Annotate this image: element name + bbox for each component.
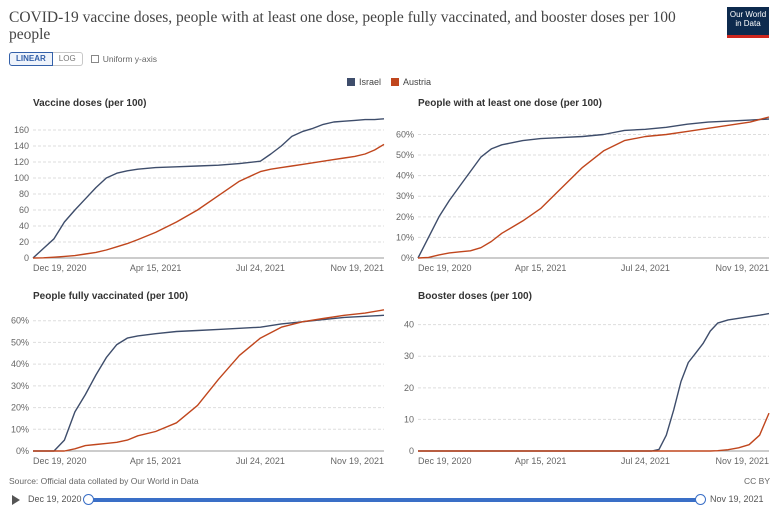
legend-swatch-israel bbox=[346, 78, 355, 86]
booster-line-austria bbox=[418, 412, 770, 452]
legend-item-israel[interactable]: Israel bbox=[346, 77, 381, 87]
doses-y-tick-label: 40 bbox=[19, 221, 29, 231]
fully-x-tick-label: Dec 19, 2020 bbox=[33, 456, 87, 466]
doses-x-tick-label: Apr 15, 2021 bbox=[130, 263, 182, 273]
booster-x-tick-label: Nov 19, 2021 bbox=[715, 456, 769, 466]
chart-title: COVID-19 vaccine doses, people with at l… bbox=[9, 9, 676, 43]
first-dose-line-austria bbox=[417, 116, 770, 259]
fully-y-tick-label: 20% bbox=[11, 403, 29, 413]
doses-x-tick-label: Jul 24, 2021 bbox=[236, 263, 285, 273]
fully-x-tick-label: Apr 15, 2021 bbox=[130, 456, 182, 466]
doses-y-tick-label: 80 bbox=[19, 189, 29, 199]
logo-line-2: in Data bbox=[735, 19, 761, 28]
log-button[interactable]: LOG bbox=[52, 52, 83, 66]
fully-line-austria bbox=[33, 309, 385, 452]
linear-button[interactable]: LINEAR bbox=[9, 52, 53, 66]
legend-item-austria[interactable]: Austria bbox=[391, 77, 431, 87]
fully-y-tick-label: 60% bbox=[11, 316, 29, 326]
timeline-slider: Dec 19, 2020 Nov 19, 2021 bbox=[0, 491, 778, 509]
booster-x-tick-label: Jul 24, 2021 bbox=[621, 456, 670, 466]
legend-label-israel: Israel bbox=[358, 77, 381, 87]
first-dose-x-tick-label: Dec 19, 2020 bbox=[418, 263, 472, 273]
doses-x-tick-label: Dec 19, 2020 bbox=[33, 263, 87, 273]
first-dose-x-tick-label: Nov 19, 2021 bbox=[715, 263, 769, 273]
first-dose-y-tick-label: 40% bbox=[396, 171, 414, 181]
logo-line-1: Our World bbox=[729, 10, 767, 19]
first-dose-x-tick-label: Apr 15, 2021 bbox=[515, 263, 567, 273]
legend: Israel Austria bbox=[0, 77, 778, 87]
fully-panel-title: People fully vaccinated (per 100) bbox=[33, 291, 188, 302]
doses-y-tick-label: 60 bbox=[19, 205, 29, 215]
booster-y-tick-label: 40 bbox=[404, 320, 414, 330]
license-link[interactable]: CC BY bbox=[744, 476, 770, 486]
timeline-track[interactable] bbox=[88, 498, 700, 502]
first-dose-y-tick-label: 10% bbox=[396, 232, 414, 242]
booster-x-tick-label: Apr 15, 2021 bbox=[515, 456, 567, 466]
fully-y-tick-label: 50% bbox=[11, 337, 29, 347]
timeline-end-label: Nov 19, 2021 bbox=[710, 494, 764, 504]
play-icon[interactable] bbox=[12, 495, 20, 505]
doses-line-israel bbox=[32, 118, 385, 259]
fully-line-israel bbox=[33, 314, 385, 452]
first-dose-y-tick-label: 30% bbox=[396, 191, 414, 201]
fully-x-tick-label: Nov 19, 2021 bbox=[330, 456, 384, 466]
fully-x-tick-label: Jul 24, 2021 bbox=[236, 456, 285, 466]
booster-x-tick-label: Dec 19, 2020 bbox=[418, 456, 472, 466]
doses-line-austria bbox=[32, 143, 385, 259]
first-dose-y-tick-label: 20% bbox=[396, 212, 414, 222]
checkbox-icon[interactable] bbox=[90, 55, 99, 63]
first-dose-y-tick-label: 0% bbox=[401, 253, 414, 263]
doses-panel-title: Vaccine doses (per 100) bbox=[33, 98, 146, 109]
uniform-y-axis-label: Uniform y-axis bbox=[102, 54, 157, 64]
booster-y-tick-label: 0 bbox=[409, 446, 414, 456]
first-dose-panel-title: People with at least one dose (per 100) bbox=[418, 98, 602, 109]
booster-y-tick-label: 20 bbox=[404, 383, 414, 393]
booster-y-tick-label: 30 bbox=[404, 351, 414, 361]
fully-y-tick-label: 40% bbox=[11, 359, 29, 369]
doses-x-tick-label: Nov 19, 2021 bbox=[330, 263, 384, 273]
booster-panel-title: Booster doses (per 100) bbox=[418, 291, 532, 302]
timeline-end-handle[interactable] bbox=[695, 494, 706, 505]
timeline-start-label: Dec 19, 2020 bbox=[28, 494, 82, 504]
doses-y-tick-label: 0 bbox=[24, 253, 29, 263]
first-dose-x-tick-label: Jul 24, 2021 bbox=[621, 263, 670, 273]
legend-label-austria: Austria bbox=[403, 77, 432, 87]
source-note[interactable]: Source: Official data collated by Our Wo… bbox=[9, 476, 199, 486]
fully-y-tick-label: 0% bbox=[16, 446, 29, 456]
first-dose-line-israel bbox=[417, 118, 770, 259]
doses-y-tick-label: 160 bbox=[14, 125, 29, 135]
uniform-y-axis-checkbox[interactable]: Uniform y-axis bbox=[90, 54, 157, 64]
timeline-start-handle[interactable] bbox=[83, 494, 94, 505]
booster-y-tick-label: 10 bbox=[404, 414, 414, 424]
doses-y-tick-label: 100 bbox=[14, 173, 29, 183]
fully-y-tick-label: 10% bbox=[11, 424, 29, 434]
fully-y-tick-label: 30% bbox=[11, 381, 29, 391]
first-dose-y-tick-label: 60% bbox=[396, 129, 414, 139]
doses-y-tick-label: 20 bbox=[19, 237, 29, 247]
scale-toggle: LINEAR LOG Uniform y-axis bbox=[9, 52, 157, 66]
owid-logo[interactable]: Our World in Data bbox=[727, 7, 769, 38]
booster-line-israel bbox=[418, 312, 770, 452]
legend-swatch-austria bbox=[391, 78, 399, 86]
doses-y-tick-label: 120 bbox=[14, 157, 29, 167]
chart-grid: Vaccine doses (per 100)02040608010012014… bbox=[11, 98, 770, 466]
doses-y-tick-label: 140 bbox=[14, 141, 29, 151]
first-dose-y-tick-label: 50% bbox=[396, 150, 414, 160]
